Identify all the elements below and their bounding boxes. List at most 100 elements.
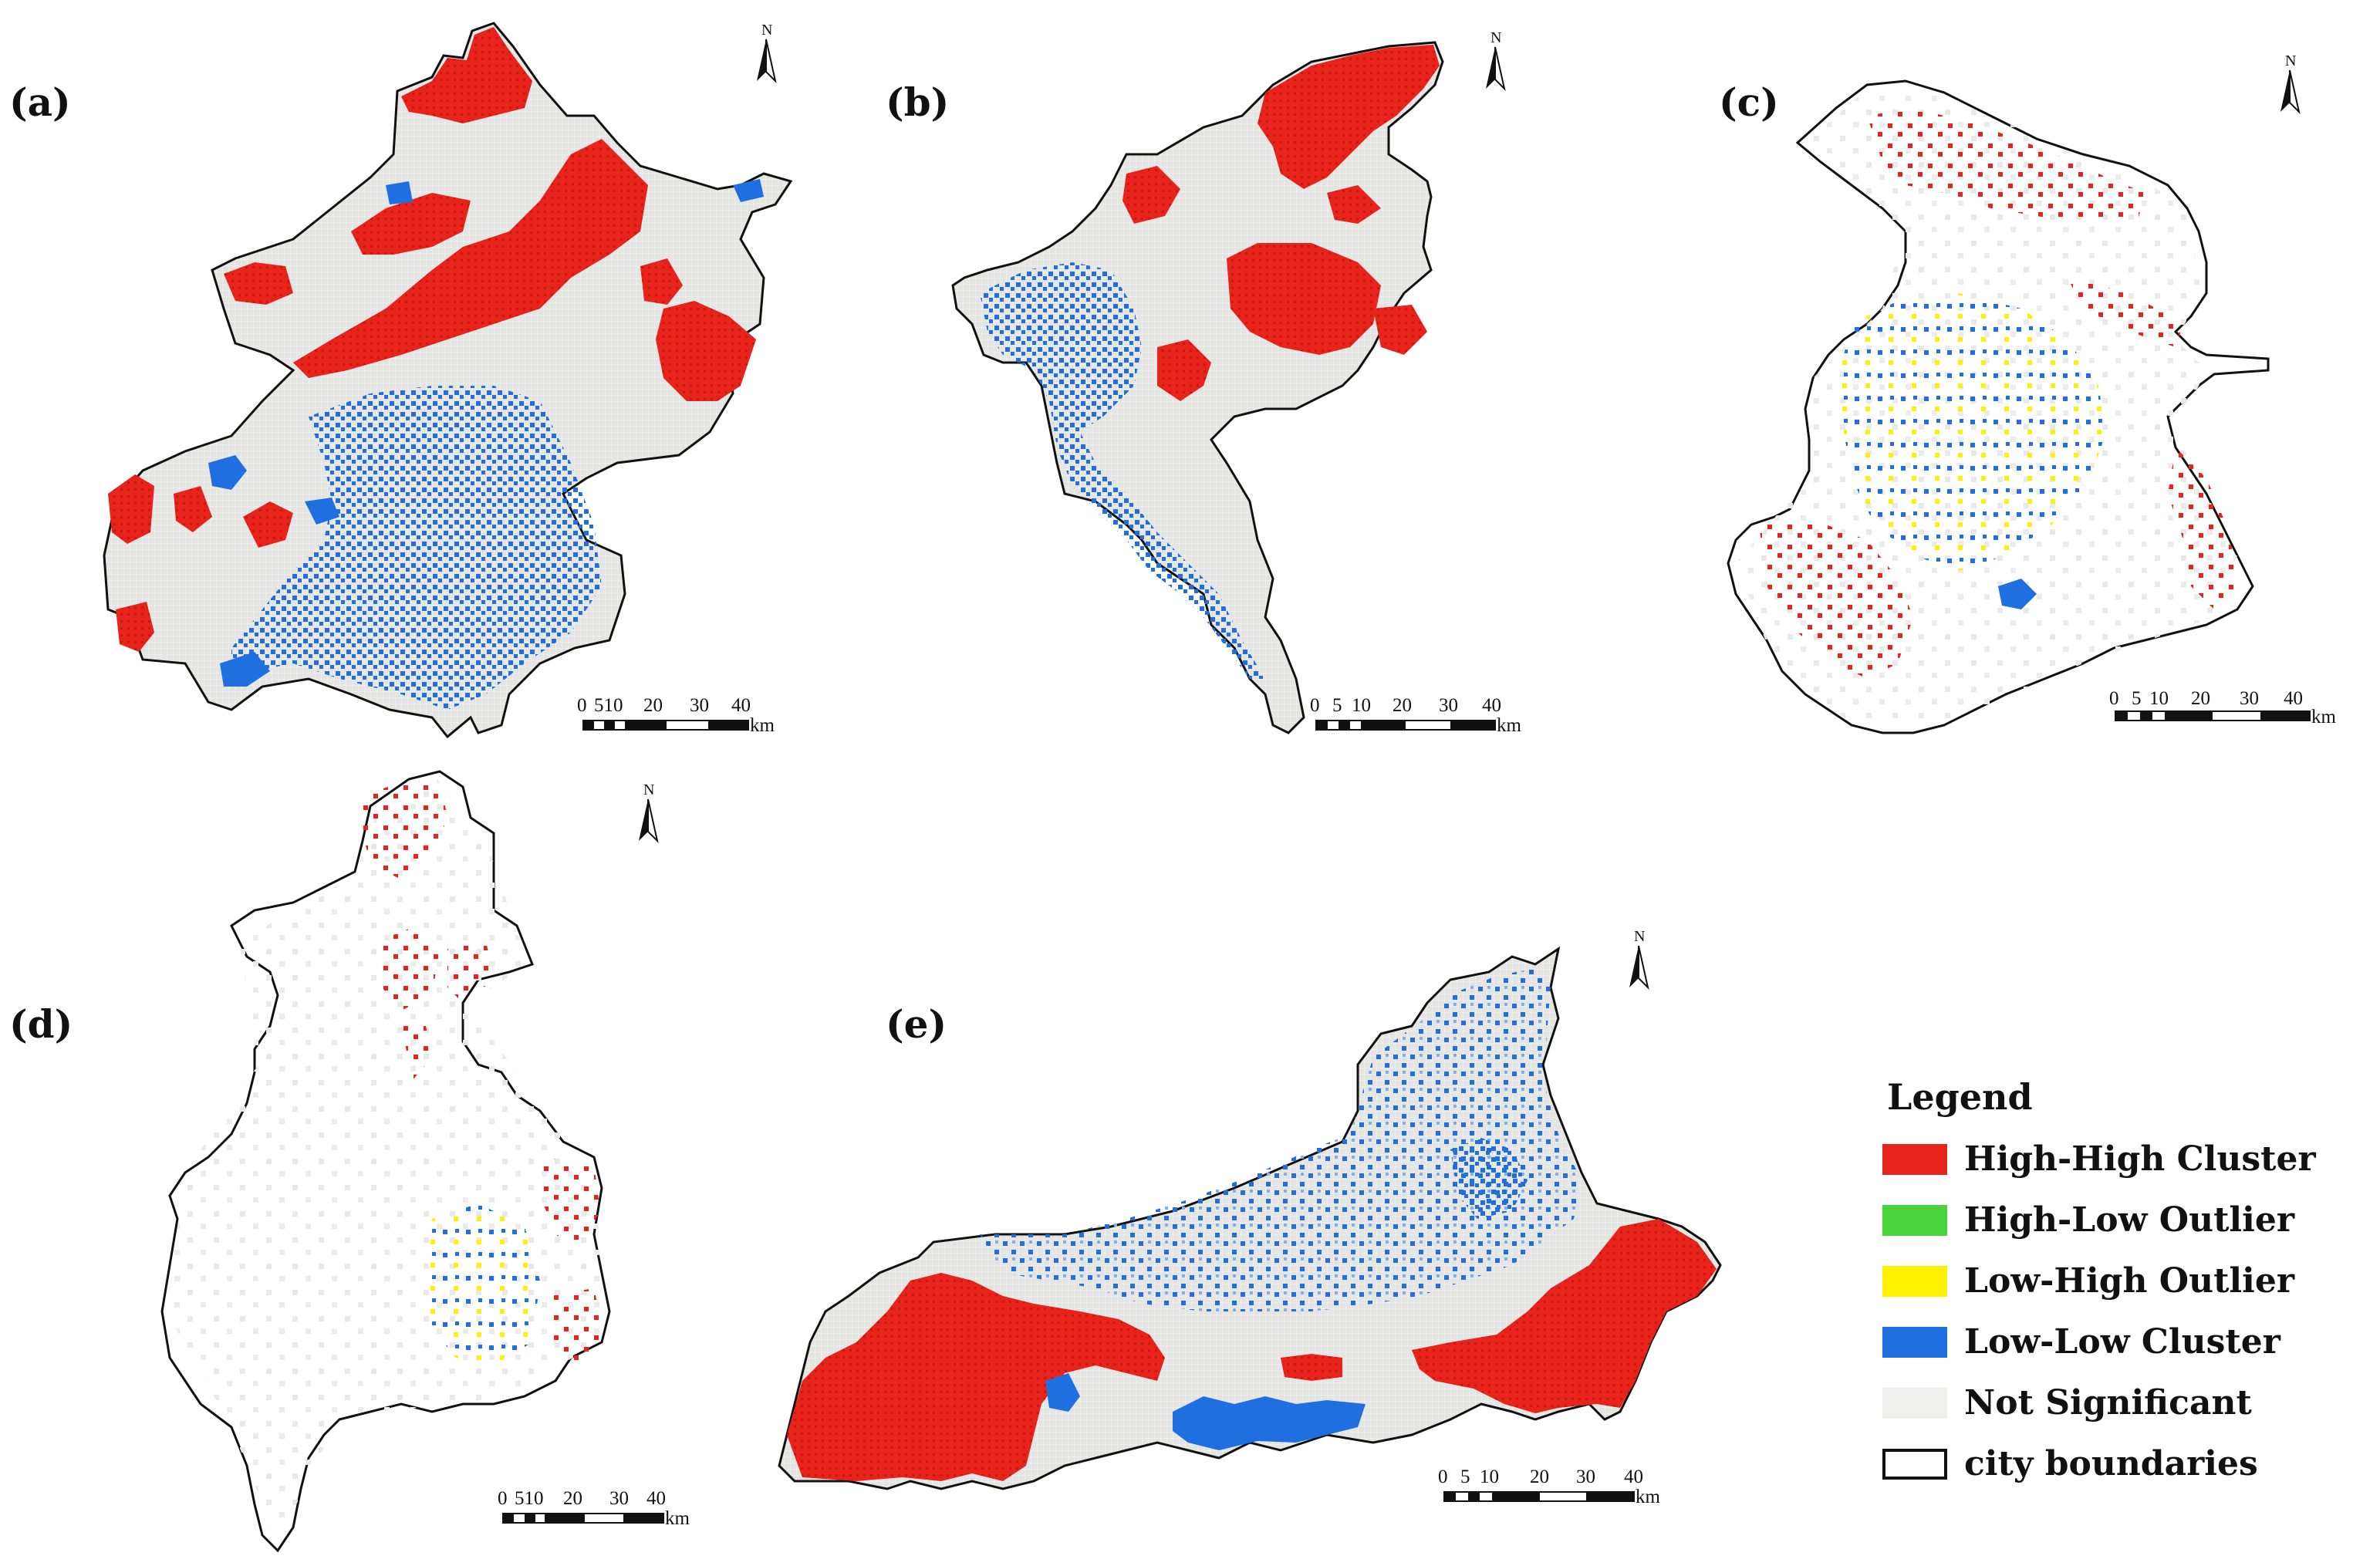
legend-swatch-icon [1882, 1387, 1947, 1419]
legend-swatch-icon [1882, 1204, 1947, 1236]
svg-text:km: km [665, 1508, 690, 1529]
high-high-cluster-a7 [108, 474, 154, 544]
map-panel-b: (b) 0 5 10 20 30 40 km N [886, 29, 1522, 736]
high-high-cluster-b5 [1373, 305, 1427, 355]
high-high-cluster-d4 [401, 1018, 432, 1080]
panel-label-c: (c) [1719, 79, 1779, 125]
svg-text:40: 40 [646, 1488, 666, 1509]
svg-text:km: km [1636, 1487, 1661, 1507]
north-arrow-icon: N [757, 22, 777, 84]
high-high-cluster-a4 [224, 262, 293, 305]
svg-text:20: 20 [563, 1488, 582, 1509]
svg-text:30: 30 [2240, 688, 2259, 709]
svg-text:0: 0 [577, 695, 587, 716]
high-high-cluster-c1 [1867, 108, 2145, 224]
scale-bar-e: 0 5 10 20 30 40 km [1438, 1466, 1661, 1507]
legend-item-label: Low-Low Cluster [1964, 1322, 2280, 1362]
map-panel-e: (e) 0 5 10 20 30 40 km N [778, 928, 1722, 1507]
legend-swatch-icon [1882, 1143, 1947, 1175]
legend: Legend High-High Cluster High-Low Outlier… [1882, 1076, 2316, 1494]
high-high-cluster-a1 [401, 27, 532, 123]
high-high-cluster-a2 [293, 139, 648, 378]
high-high-cluster-b4 [1122, 166, 1180, 224]
high-high-cluster-a10 [174, 486, 212, 532]
map-panel-d: (d) 0 510 20 30 40 km N [9, 770, 690, 1553]
panel-label-a: (a) [9, 79, 71, 125]
high-high-cluster-c2 [1759, 517, 1913, 679]
legend-swatch-icon [1882, 1265, 1947, 1297]
low-low-cluster-d1 [424, 1203, 540, 1365]
low-low-cluster-e3 [1173, 1396, 1366, 1450]
svg-text:km: km [1497, 715, 1522, 736]
svg-text:40: 40 [1482, 695, 1501, 716]
legend-item: city boundaries [1882, 1433, 2316, 1494]
svg-text:10: 10 [1352, 695, 1371, 716]
svg-text:20: 20 [1393, 695, 1412, 716]
low-low-cluster-a6 [386, 181, 413, 204]
svg-text:0: 0 [2109, 688, 2119, 709]
legend-item-label: Not Significant [1964, 1383, 2252, 1423]
legend-item: Low-Low Cluster [1882, 1311, 2316, 1372]
scale-bar-a: 0 510 20 30 40 km [577, 695, 775, 736]
svg-text:30: 30 [609, 1488, 629, 1509]
svg-text:N: N [1490, 29, 1501, 46]
high-high-cluster-a8 [243, 501, 293, 548]
svg-text:10: 10 [2149, 688, 2169, 709]
high-high-cluster-d1 [363, 779, 447, 879]
scale-bar-b: 0 5 10 20 30 40 km [1310, 695, 1522, 736]
north-arrow-icon: N [2280, 52, 2301, 115]
svg-text:5: 5 [2132, 688, 2142, 709]
high-high-cluster-a9 [116, 602, 154, 652]
north-arrow-icon: N [639, 781, 659, 844]
high-high-cluster-a5 [656, 301, 756, 401]
high-high-cluster-e2 [1412, 1219, 1717, 1413]
low-low-cluster-a3 [305, 498, 339, 525]
svg-text:40: 40 [2284, 688, 2303, 709]
svg-text:km: km [750, 715, 775, 736]
panel-label-e: (e) [886, 1001, 947, 1047]
low-low-cluster-e1 [980, 968, 1582, 1311]
high-high-cluster-c3 [2168, 447, 2237, 609]
legend-title: Legend [1887, 1076, 2033, 1118]
high-high-cluster-a6 [640, 258, 683, 305]
high-high-cluster-b3 [1157, 339, 1211, 401]
high-high-cluster-c4 [2068, 278, 2183, 347]
low-low-cluster-a4 [220, 652, 270, 687]
svg-text:30: 30 [1576, 1466, 1595, 1487]
svg-text:10: 10 [1480, 1466, 1499, 1487]
svg-text:km: km [2311, 707, 2337, 727]
svg-text:20: 20 [2191, 688, 2210, 709]
low-low-cluster-a1 [231, 386, 602, 710]
svg-text:N: N [643, 781, 654, 798]
svg-text:20: 20 [1530, 1466, 1549, 1487]
high-high-cluster-a3 [351, 193, 471, 255]
svg-text:5: 5 [1332, 695, 1342, 716]
low-low-cluster-b1 [980, 262, 1265, 679]
legend-item: Not Significant [1882, 1372, 2316, 1433]
north-arrow-icon: N [1486, 29, 1506, 92]
legend-item-label: High-High Cluster [1964, 1139, 2316, 1179]
svg-text:0: 0 [1438, 1466, 1448, 1487]
high-high-cluster-d5 [540, 1157, 600, 1250]
low-low-cluster-c1 [1840, 293, 2106, 571]
legend-item-label: Low-High Outlier [1964, 1261, 2295, 1301]
legend-item: Low-High Outlier [1882, 1250, 2316, 1311]
high-high-cluster-d2 [378, 926, 440, 1011]
north-arrow-icon: N [1629, 928, 1649, 991]
svg-text:20: 20 [643, 695, 663, 716]
legend-item-label: city boundaries [1964, 1444, 2258, 1483]
svg-text:N: N [2285, 52, 2296, 69]
high-high-cluster-b2 [1227, 243, 1381, 355]
high-high-cluster-e1 [787, 1273, 1165, 1481]
svg-text:N: N [1634, 928, 1645, 945]
panel-label-d: (d) [9, 1001, 73, 1047]
svg-text:N: N [761, 22, 772, 39]
legend-swatch-icon [1882, 1326, 1947, 1358]
scale-bar-d: 0 510 20 30 40 km [498, 1488, 690, 1529]
svg-text:0: 0 [1310, 695, 1320, 716]
svg-text:510: 510 [515, 1488, 544, 1509]
svg-text:30: 30 [1439, 695, 1458, 716]
legend-items: High-High Cluster High-Low Outlier Low-Hig… [1882, 1129, 2316, 1494]
svg-text:0: 0 [498, 1488, 508, 1509]
legend-item: High-Low Outlier [1882, 1190, 2316, 1250]
